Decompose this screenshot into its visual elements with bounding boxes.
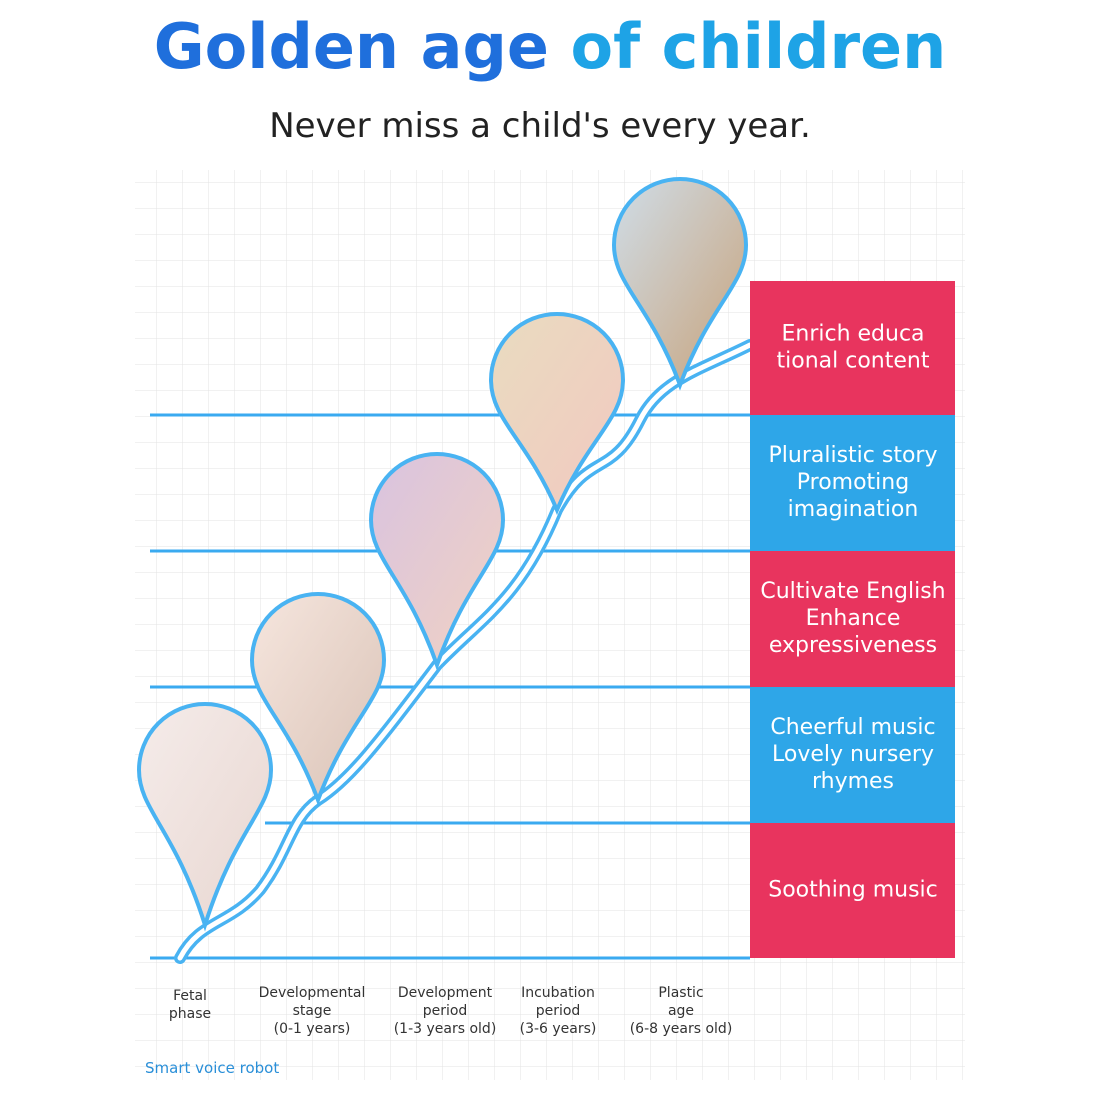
feature-text: Pluralistic story [769, 443, 938, 468]
feature-box [750, 551, 955, 687]
feature-box [750, 687, 955, 823]
feature-text: Enrich educa [781, 322, 924, 347]
feature-text: imagination [788, 497, 919, 522]
feature-text: Soothing music [768, 878, 938, 903]
title-part: of children [571, 10, 947, 83]
feature-text: tional content [777, 349, 930, 374]
stage-label: phase [169, 1006, 211, 1022]
photo-pin [368, 452, 506, 672]
stage-label: Plastic [658, 985, 703, 1001]
stage-label: period [536, 1003, 581, 1019]
photo-pin [249, 592, 387, 806]
feature-text: Enhance [806, 606, 901, 631]
feature-text: Cheerful music [770, 715, 935, 740]
stage-label: Fetal [173, 988, 207, 1004]
growth-curve-inner [177, 342, 753, 961]
stage-label: stage [293, 1003, 332, 1019]
stage-label: Developmental [259, 985, 366, 1001]
feature-text: Cultivate English [760, 579, 945, 604]
stage-label: (6-8 years old) [630, 1021, 733, 1037]
feature-text: Promoting [797, 470, 909, 495]
photo-pin [136, 702, 274, 932]
photo-pin [611, 177, 749, 391]
photo-pin [488, 312, 626, 516]
stage-label: period [423, 1003, 468, 1019]
stage-label: (3-6 years) [520, 1021, 597, 1037]
feature-text: rhymes [812, 769, 894, 794]
feature-text: Lovely nursery [772, 742, 934, 767]
title: Golden age of children [154, 10, 946, 83]
stage-label: Incubation [521, 985, 595, 1001]
title-part: Golden age [154, 10, 549, 83]
stage-label: age [668, 1003, 694, 1019]
feature-box [750, 823, 955, 958]
feature-box [750, 281, 955, 415]
footer: Smart voice robot [145, 1059, 279, 1077]
subtitle: Never miss a child's every year. [269, 106, 811, 146]
stage-label: Development [398, 985, 493, 1001]
feature-box [750, 415, 955, 551]
stage-label: (1-3 years old) [394, 1021, 497, 1037]
feature-text: expressiveness [769, 633, 937, 658]
stage-label: (0-1 years) [274, 1021, 351, 1037]
